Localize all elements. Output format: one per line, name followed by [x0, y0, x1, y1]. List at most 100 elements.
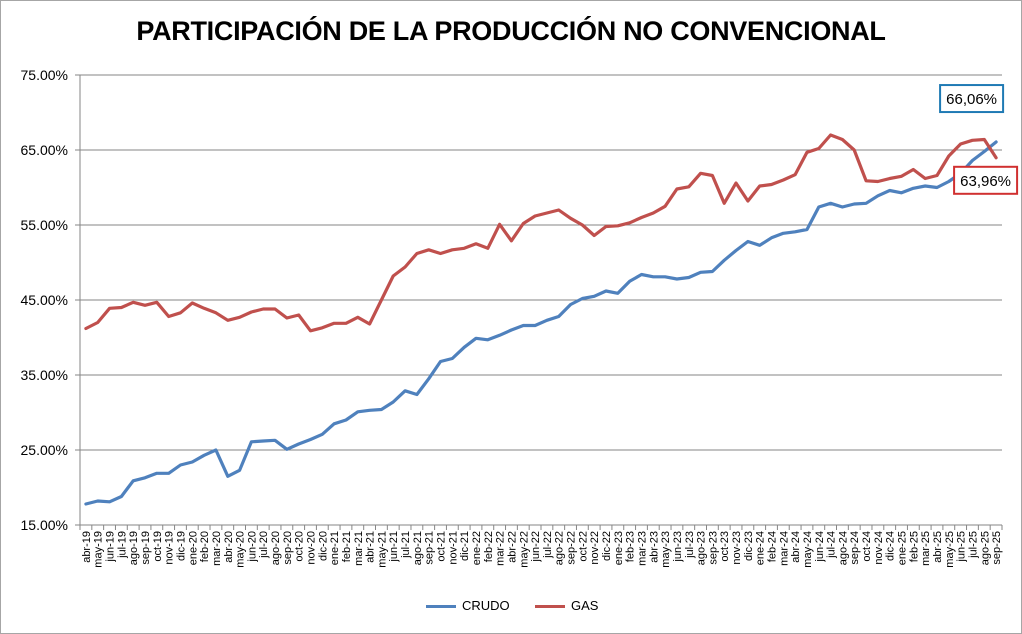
data-point-crudo — [663, 275, 667, 278]
data-point-gas — [451, 248, 454, 251]
data-point-gas — [131, 301, 135, 304]
data-point-gas — [699, 172, 702, 175]
data-point-gas — [262, 307, 265, 311]
x-tick-label: oct-22 — [577, 531, 589, 562]
data-point-gas — [817, 147, 820, 150]
x-tick-label: jul-20 — [258, 531, 270, 559]
x-tick-label: sep-25 — [991, 531, 1003, 565]
data-point-crudo — [238, 469, 241, 472]
data-point-crudo — [640, 273, 643, 276]
x-tick-label: jun-24 — [814, 531, 826, 563]
data-point-gas — [947, 154, 951, 158]
data-point-crudo — [983, 150, 986, 153]
x-tick-label: ene-22 — [471, 531, 483, 565]
annotation-box-crudo — [939, 84, 1005, 114]
data-point-gas — [439, 252, 442, 255]
data-point-crudo — [226, 475, 229, 478]
data-point-crudo — [994, 140, 998, 144]
data-point-gas — [569, 217, 572, 220]
x-tick-label: ene-20 — [187, 531, 199, 565]
x-tick-label: ago-24 — [837, 531, 849, 565]
data-point-crudo — [486, 338, 490, 341]
data-point-gas — [616, 224, 620, 227]
data-point-crudo — [616, 292, 620, 295]
x-tick-label: mar-25 — [920, 531, 932, 566]
data-point-crudo — [853, 202, 856, 206]
data-point-crudo — [557, 315, 560, 318]
data-point-gas — [912, 168, 915, 171]
data-point-crudo — [191, 460, 194, 464]
data-point-gas — [557, 208, 560, 212]
x-tick-label: abr-24 — [790, 531, 802, 563]
data-point-crudo — [770, 236, 773, 239]
y-tick-label: 15.00% — [21, 517, 68, 533]
data-point-gas — [675, 187, 679, 191]
data-point-gas — [522, 222, 525, 225]
data-point-gas — [415, 252, 419, 255]
data-point-crudo — [131, 479, 135, 482]
x-tick-label: ago-22 — [554, 531, 566, 565]
x-tick-label: feb-24 — [767, 531, 779, 562]
legend-gas-swatch — [535, 605, 565, 609]
x-tick-label: dic-24 — [885, 531, 897, 561]
x-tick-label: feb-21 — [341, 531, 353, 562]
x-tick-label: sep-23 — [707, 531, 719, 565]
data-point-gas — [994, 156, 998, 159]
x-tick-label: feb-20 — [199, 531, 211, 562]
x-tick-label: oct-20 — [294, 531, 306, 562]
x-tick-label: ago-23 — [696, 531, 708, 565]
data-point-gas — [96, 321, 99, 324]
y-tick-label: 65.00% — [21, 142, 68, 158]
legend-crudo: CRUDO — [426, 598, 510, 613]
data-point-gas — [628, 221, 631, 224]
data-point-crudo — [510, 328, 513, 332]
data-point-gas — [770, 183, 773, 186]
y-tick-label: 45.00% — [21, 292, 68, 308]
data-point-crudo — [120, 495, 123, 498]
x-tick-label: feb-25 — [908, 531, 920, 562]
x-tick-label: oct-21 — [436, 531, 448, 562]
data-point-crudo — [96, 499, 99, 503]
x-tick-label: sep-24 — [849, 531, 861, 565]
data-point-crudo — [864, 202, 868, 205]
data-point-crudo — [439, 360, 442, 363]
data-point-crudo — [285, 448, 289, 451]
x-tick-label: oct-23 — [719, 531, 731, 562]
data-point-gas — [723, 202, 726, 205]
x-tick-label: abr-25 — [932, 531, 944, 563]
data-point-crudo — [297, 442, 300, 446]
data-point-crudo — [888, 189, 891, 192]
data-point-crudo — [143, 476, 147, 479]
x-tick-label: may-20 — [235, 531, 247, 568]
legend-gas-label: GAS — [571, 598, 599, 613]
data-point-gas — [900, 175, 903, 178]
data-point-gas — [108, 307, 111, 310]
data-point-gas — [510, 239, 513, 242]
data-point-crudo — [167, 472, 170, 475]
data-point-gas — [687, 185, 690, 188]
data-point-gas — [226, 319, 229, 322]
x-tick-label: ene-23 — [613, 531, 625, 565]
y-tick-label: 75.00% — [21, 67, 68, 83]
data-point-crudo — [569, 303, 572, 306]
x-tick-label: ene-21 — [329, 531, 341, 565]
x-tick-label: ene-24 — [755, 531, 767, 565]
data-point-crudo — [734, 249, 738, 252]
x-tick-label: may-21 — [376, 531, 388, 568]
legend-crudo-label: CRUDO — [462, 598, 510, 613]
data-point-gas — [640, 216, 643, 219]
x-tick-label: jun-22 — [530, 531, 542, 563]
data-point-gas — [403, 265, 407, 269]
data-point-crudo — [876, 194, 880, 197]
data-point-gas — [793, 173, 797, 176]
data-point-gas — [734, 181, 738, 185]
data-point-crudo — [262, 439, 265, 443]
x-tick-label: sep-19 — [140, 531, 152, 565]
x-tick-label: abr-22 — [506, 531, 518, 563]
x-tick-label: nov-23 — [731, 531, 743, 565]
y-tick-label: 35.00% — [21, 367, 68, 383]
data-point-gas — [923, 177, 927, 180]
data-point-gas — [380, 298, 383, 302]
data-point-crudo — [675, 277, 679, 281]
data-point-crudo — [699, 271, 702, 274]
